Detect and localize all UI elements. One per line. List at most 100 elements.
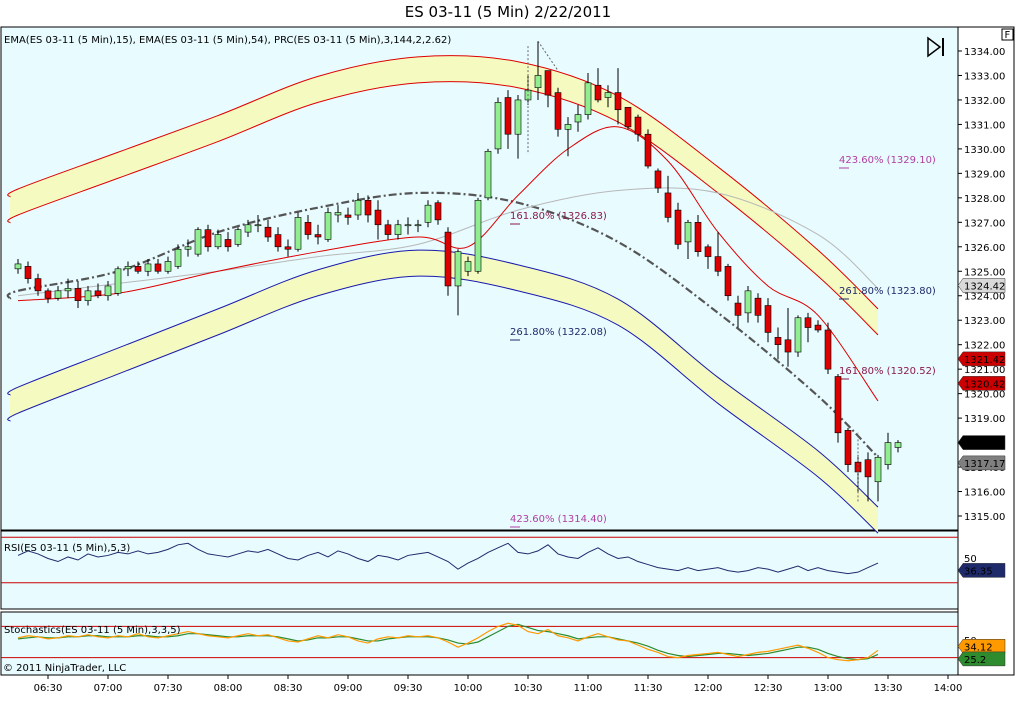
corner-box[interactable] xyxy=(1001,28,1014,41)
candle-body[interactable] xyxy=(654,170,662,189)
candle-body[interactable] xyxy=(884,442,892,465)
candle-body[interactable] xyxy=(324,212,332,240)
candle-body[interactable] xyxy=(584,82,592,115)
candle-body[interactable] xyxy=(224,239,232,248)
candle-body[interactable] xyxy=(684,222,692,243)
candle-body[interactable] xyxy=(544,70,552,96)
candle-body[interactable] xyxy=(604,92,612,98)
candle-body[interactable] xyxy=(424,204,432,223)
candle-body[interactable] xyxy=(344,214,352,218)
candle-body[interactable] xyxy=(184,246,192,250)
candle-body[interactable] xyxy=(644,133,652,167)
candle-body[interactable] xyxy=(844,430,852,465)
candle-body[interactable] xyxy=(124,266,132,270)
candle-body[interactable] xyxy=(94,290,102,297)
candle-body[interactable] xyxy=(244,224,252,233)
candle-body[interactable] xyxy=(624,106,632,128)
candle-body[interactable] xyxy=(514,99,522,135)
candle-body[interactable] xyxy=(334,212,342,216)
candle-body[interactable] xyxy=(254,224,262,227)
candle-body[interactable] xyxy=(164,261,172,272)
candle-body[interactable] xyxy=(144,263,152,272)
candle-body[interactable] xyxy=(364,199,372,216)
candle-body[interactable] xyxy=(74,288,82,301)
candle-body[interactable] xyxy=(114,268,122,294)
candle-body[interactable] xyxy=(764,305,772,333)
candle-body[interactable] xyxy=(894,442,902,448)
candle-body[interactable] xyxy=(64,288,72,292)
candle-body[interactable] xyxy=(44,290,52,299)
candle-body[interactable] xyxy=(484,151,492,199)
candle-body[interactable] xyxy=(594,84,602,101)
candle-body[interactable] xyxy=(674,209,682,245)
price-tick-label: 1320.00 xyxy=(964,390,1005,401)
candle-body[interactable] xyxy=(454,251,462,287)
candle-body[interactable] xyxy=(294,217,302,250)
candle-body[interactable] xyxy=(834,376,842,434)
candle-body[interactable] xyxy=(634,116,642,135)
candle-body[interactable] xyxy=(414,224,422,227)
candle-body[interactable] xyxy=(744,290,752,314)
time-tick-label: 06:30 xyxy=(34,683,63,694)
candle-body[interactable] xyxy=(154,263,162,272)
candle-body[interactable] xyxy=(814,324,822,331)
candle-body[interactable] xyxy=(314,234,322,238)
candle-body[interactable] xyxy=(24,266,32,279)
candle-body[interactable] xyxy=(774,337,782,345)
candle-body[interactable] xyxy=(704,246,712,257)
candle-body[interactable] xyxy=(444,231,452,287)
candle-body[interactable] xyxy=(354,199,362,216)
candle-body[interactable] xyxy=(474,199,482,272)
candle-body[interactable] xyxy=(874,456,882,483)
candle-body[interactable] xyxy=(554,92,562,130)
candle-body[interactable] xyxy=(824,329,832,370)
candle-body[interactable] xyxy=(804,317,812,328)
time-tick-label: 10:00 xyxy=(454,683,483,694)
candle-body[interactable] xyxy=(34,278,42,292)
candle-body[interactable] xyxy=(404,224,412,227)
candle-body[interactable] xyxy=(664,192,672,218)
candle-body[interactable] xyxy=(104,285,112,297)
candle-body[interactable] xyxy=(284,246,292,250)
stoch-value-tag-bg xyxy=(957,639,1006,654)
candle-body[interactable] xyxy=(714,256,722,272)
candle-body[interactable] xyxy=(564,124,572,130)
candle-body[interactable] xyxy=(14,263,22,270)
candle-body[interactable] xyxy=(504,97,512,135)
candle-body[interactable] xyxy=(204,229,212,248)
candle-body[interactable] xyxy=(754,297,762,316)
candle-body[interactable] xyxy=(794,317,802,353)
candle-body[interactable] xyxy=(864,459,872,478)
candle-body[interactable] xyxy=(384,224,392,235)
candle-body[interactable] xyxy=(574,114,582,123)
rsi-panel[interactable] xyxy=(0,530,959,610)
candle-body[interactable] xyxy=(464,261,472,272)
candle-body[interactable] xyxy=(174,248,182,267)
stoch-panel[interactable] xyxy=(0,611,959,676)
candle-body[interactable] xyxy=(434,202,442,221)
prc-mid-line xyxy=(6,191,879,459)
candle-body[interactable] xyxy=(724,266,732,297)
candle-body[interactable] xyxy=(394,224,402,235)
candle-body[interactable] xyxy=(494,102,502,150)
candle-body[interactable] xyxy=(84,290,92,301)
candle-body[interactable] xyxy=(304,222,312,235)
candle-body[interactable] xyxy=(194,229,202,255)
candle-body[interactable] xyxy=(134,266,142,272)
candle-body[interactable] xyxy=(234,229,242,245)
candle-body[interactable] xyxy=(734,302,742,316)
time-tick-label: 09:30 xyxy=(394,683,423,694)
candle-body[interactable] xyxy=(54,290,62,299)
price-tick-label: 1327.00 xyxy=(964,218,1005,229)
candle-body[interactable] xyxy=(614,92,622,111)
candle-body[interactable] xyxy=(784,339,792,353)
fib-level-label: 261.80% (1323.80) xyxy=(839,286,936,297)
scroll-end-icon[interactable] xyxy=(924,36,946,59)
candle-body[interactable] xyxy=(534,75,542,89)
candle-body[interactable] xyxy=(274,234,282,248)
candle-body[interactable] xyxy=(374,209,382,226)
candle-body[interactable] xyxy=(264,226,272,238)
candle-body[interactable] xyxy=(694,222,702,252)
candle-body[interactable] xyxy=(214,234,222,248)
